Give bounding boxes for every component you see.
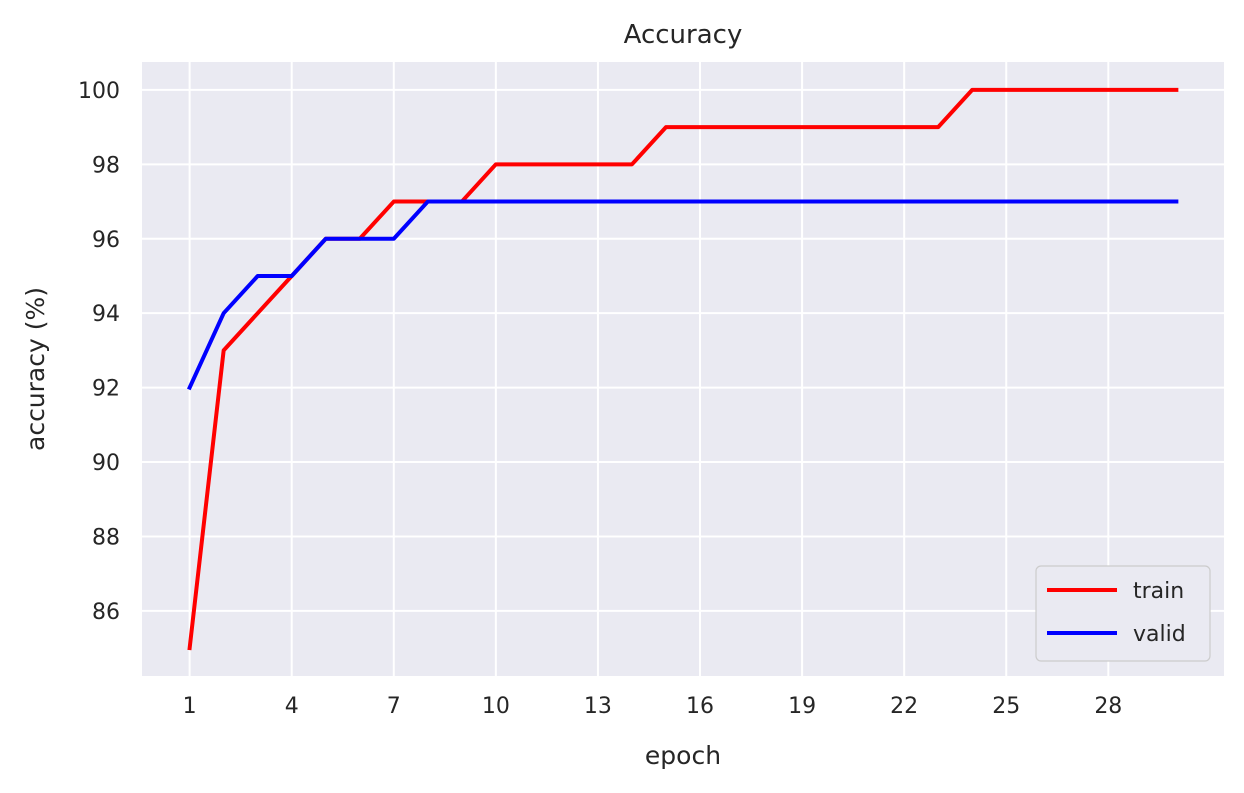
- y-tick-label: 86: [92, 600, 120, 625]
- y-tick-label: 98: [92, 153, 120, 178]
- x-tick-label: 4: [285, 694, 299, 719]
- x-tick-labels: 1 4 7 10 13 16 19 22 25 28: [183, 694, 1123, 719]
- x-tick-label: 19: [788, 694, 816, 719]
- y-tick-label: 96: [92, 228, 120, 253]
- y-axis-label: accuracy (%): [21, 287, 50, 451]
- legend-label-valid: valid: [1133, 622, 1186, 647]
- x-tick-label: 13: [584, 694, 612, 719]
- series-line-valid: [186, 199, 1179, 391]
- series-lines: [186, 87, 1179, 651]
- x-tick-label: 22: [890, 694, 918, 719]
- y-tick-labels: 86 88 90 92 94 96 98 100: [78, 79, 120, 625]
- legend-label-train: train: [1133, 579, 1184, 604]
- y-tick-label: 100: [78, 79, 120, 104]
- y-tick-label: 90: [92, 451, 120, 476]
- chart-title: Accuracy: [624, 20, 743, 50]
- y-tick-label: 88: [92, 525, 120, 550]
- y-tick-label: 92: [92, 377, 120, 402]
- x-tick-label: 25: [992, 694, 1020, 719]
- y-tick-label: 94: [92, 302, 120, 327]
- x-tick-label: 7: [387, 694, 401, 719]
- x-axis-label: epoch: [645, 741, 721, 770]
- x-tick-label: 16: [686, 694, 714, 719]
- x-tick-label: 10: [482, 694, 510, 719]
- legend: train valid: [1035, 565, 1211, 662]
- x-tick-label: 28: [1094, 694, 1122, 719]
- x-tick-label: 1: [183, 694, 197, 719]
